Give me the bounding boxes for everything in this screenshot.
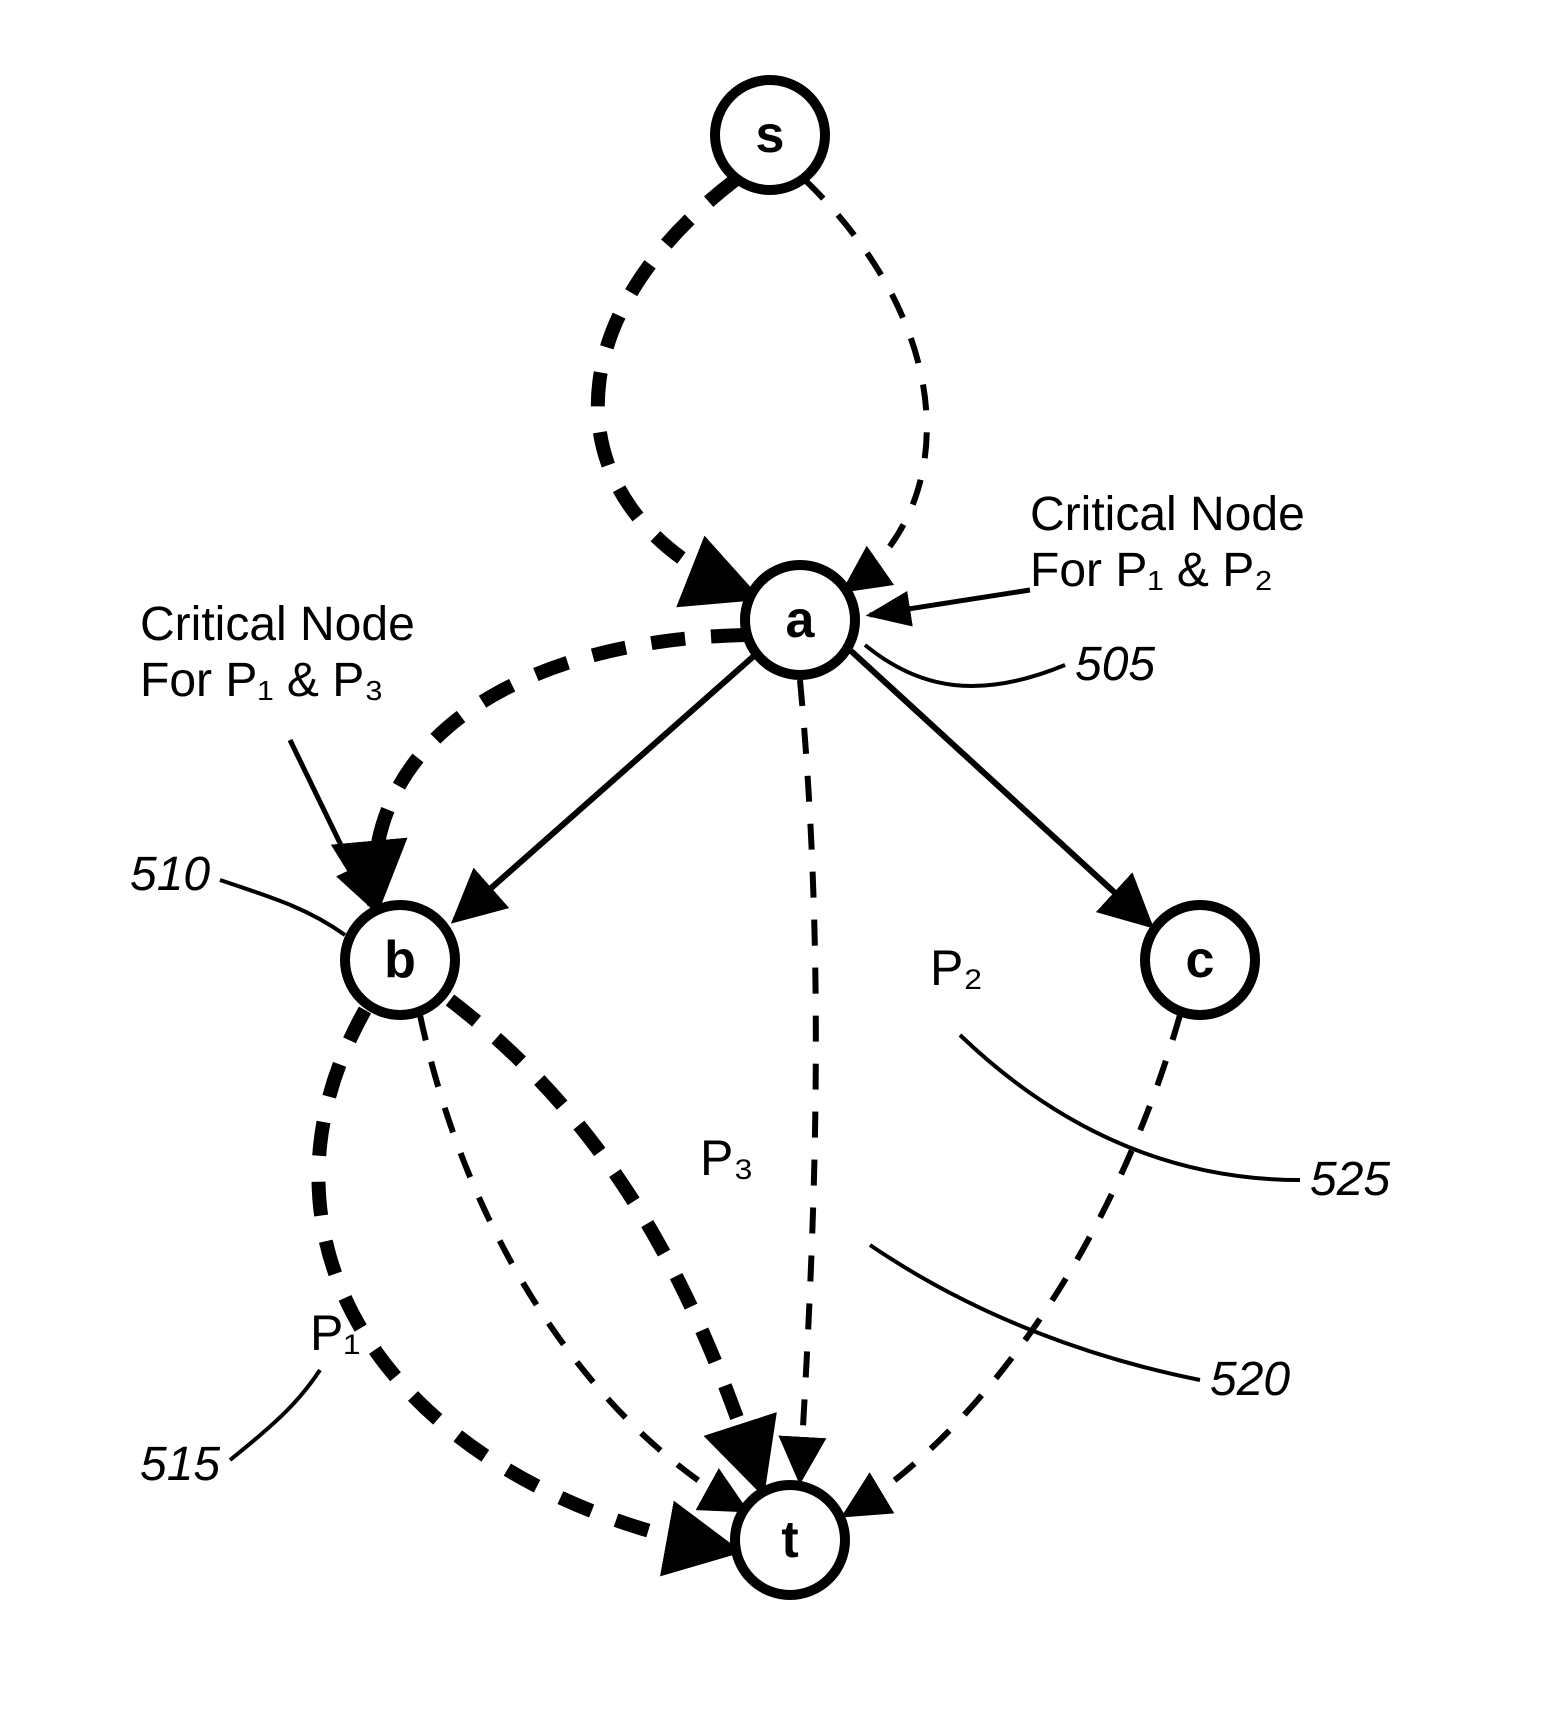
label-p3: P₃	[700, 1130, 754, 1186]
node-c: c	[1145, 905, 1255, 1015]
annot-critical-a-line1: For P₁ & P₂	[1030, 544, 1273, 597]
annot-critical-b-line0: Critical Node	[140, 598, 415, 651]
nodes-layer: s a b c t	[345, 80, 1255, 1595]
node-label-a: a	[786, 591, 816, 649]
annot-ref_525: 525	[960, 1035, 1390, 1206]
label-p2: P₂	[930, 940, 983, 996]
annot-critical-a: Critical NodeFor P₁ & P₂	[870, 488, 1305, 615]
node-label-s: s	[756, 106, 785, 164]
annot-ref_520-leader	[870, 1245, 1200, 1380]
edges-layer	[318, 180, 1180, 1550]
annot-critical-a-arrow	[870, 590, 1030, 615]
edge-a-c-solid	[850, 650, 1150, 925]
annot-ref_520: 520	[870, 1245, 1290, 1406]
annot-ref_505-text: 505	[1075, 638, 1155, 691]
annot-ref_510-leader	[220, 880, 345, 935]
edge-a-t-thin	[800, 680, 816, 1480]
annot-ref_525-text: 525	[1310, 1153, 1390, 1206]
edge-b-t-right-thick	[450, 1000, 760, 1485]
edge-s-a-left	[598, 180, 750, 595]
edge-c-t-thin	[845, 1015, 1180, 1515]
annot-critical-b-arrow	[290, 740, 370, 905]
node-label-c: c	[1186, 931, 1215, 989]
annot-ref_520-text: 520	[1210, 1353, 1290, 1406]
node-s: s	[715, 80, 825, 190]
annot-ref_505-leader	[865, 645, 1065, 686]
annot-ref_505: 505	[865, 638, 1155, 691]
annot-critical-b-line1: For P₁ & P₃	[140, 654, 384, 707]
node-a: a	[745, 565, 855, 675]
edge-b-t-left-thick	[318, 1010, 730, 1550]
node-b: b	[345, 905, 455, 1015]
node-label-t: t	[781, 1511, 798, 1569]
annot-ref_510: 510	[130, 848, 345, 935]
edge-s-a-right	[805, 180, 927, 590]
label-p1: P₁	[310, 1305, 360, 1361]
edge-a-b-thick	[374, 635, 745, 905]
annot-ref_515: 515	[140, 1370, 320, 1491]
annot-critical-a-line0: Critical Node	[1030, 488, 1305, 541]
annot-ref_515-leader	[230, 1370, 320, 1460]
diagram-canvas: sabct Critical NodeFor P₁ & P₂Critical N…	[0, 0, 1542, 1722]
node-t: t	[735, 1485, 845, 1595]
annot-ref_515-text: 515	[140, 1438, 220, 1491]
annot-ref_510-text: 510	[130, 848, 210, 901]
node-label-b: b	[384, 931, 416, 989]
